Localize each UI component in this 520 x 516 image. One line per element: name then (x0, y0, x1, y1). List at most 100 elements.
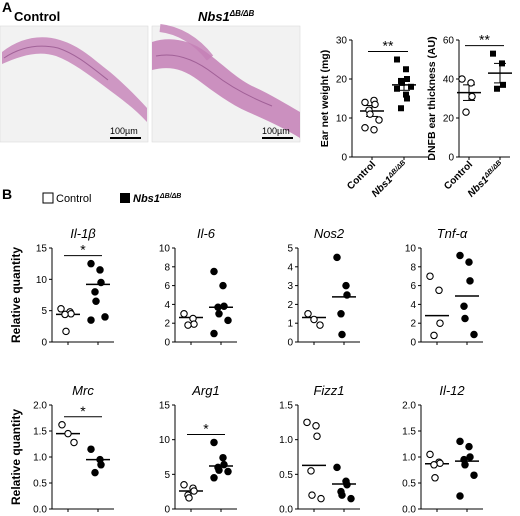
data-point (490, 50, 496, 57)
data-point (224, 316, 232, 325)
y-tick-label: 2 (287, 300, 293, 311)
data-point (465, 258, 473, 266)
data-point (426, 272, 434, 280)
series-control (179, 480, 203, 502)
significance-marker: * (80, 242, 86, 258)
y-tick-label: 1.5 (33, 427, 47, 438)
y-tick-label: 2 (164, 319, 170, 330)
data-point (456, 251, 464, 260)
chart-title: Mrc (72, 383, 94, 398)
y-tick-label: 0 (164, 338, 170, 349)
significance-marker: * (80, 403, 86, 419)
data-point (403, 66, 409, 73)
data-point (312, 422, 320, 430)
data-point (190, 487, 198, 495)
data-point (87, 316, 95, 324)
data-point (101, 313, 109, 321)
significance-marker: * (203, 420, 209, 436)
data-point (91, 288, 99, 296)
data-point (343, 291, 351, 299)
data-point (215, 310, 223, 318)
data-point (219, 453, 227, 462)
y-tick-label: 5 (287, 244, 293, 255)
chart-title: Il-12 (439, 383, 465, 398)
data-point (313, 432, 321, 440)
y-tick-label: 15 (36, 244, 48, 255)
data-point (333, 463, 341, 472)
y-tick-label: 5 (164, 470, 170, 481)
data-point (61, 310, 69, 319)
data-point (470, 330, 478, 339)
data-point (466, 277, 474, 285)
data-point (456, 437, 464, 446)
chart-arg1: 0 5 10 15 Arg1 * (159, 383, 237, 516)
data-point (366, 110, 374, 118)
legend-swatch-mutant (120, 193, 130, 203)
data-point (347, 494, 355, 503)
data-point (210, 474, 218, 482)
data-point (210, 267, 218, 276)
chart-title: Il-6 (197, 226, 216, 241)
data-point (87, 259, 95, 268)
y-tick-label: 0 (410, 338, 416, 349)
y-tick-label: 2.0 (33, 401, 47, 412)
y-tick-label: 4 (410, 300, 416, 311)
series-control (425, 272, 449, 340)
data-point (436, 459, 444, 467)
data-point (435, 286, 443, 295)
y-tick-label: 6 (164, 281, 170, 292)
y-tick-label: 40 (443, 75, 455, 86)
y-tick-label: 2 (410, 319, 416, 330)
data-point (494, 85, 500, 92)
data-point (456, 492, 464, 500)
data-point (338, 491, 346, 499)
y-tick-label: 30 (336, 36, 348, 47)
y-tick-label: 0.5 (402, 479, 416, 490)
data-point (91, 468, 99, 477)
image-title-control: Control (14, 9, 60, 24)
significance-marker: ** (479, 32, 490, 48)
data-point (58, 421, 66, 429)
y-tick-label: 8 (410, 262, 416, 273)
y-tick-label: 10 (405, 244, 417, 255)
series-control (360, 96, 384, 134)
chart-il-6: 0 2 4 6 8 10 Il-6 (159, 226, 237, 349)
y-tick-label: 10 (336, 114, 348, 125)
series-mutant (392, 56, 416, 112)
chart-tnf-a: 0 2 4 6 8 10 Tnf-α (405, 226, 483, 349)
series-mutant (209, 438, 233, 482)
data-point (465, 442, 473, 451)
series-mutant (455, 251, 479, 339)
chart-title: Arg1 (191, 383, 219, 398)
data-point (361, 124, 369, 132)
series-control (56, 305, 80, 336)
series-mutant (86, 445, 110, 477)
chart-title: Il-1β (70, 226, 96, 241)
data-point (333, 253, 341, 262)
y-tick-label: 5 (41, 306, 47, 317)
data-point (337, 310, 345, 318)
data-point (460, 302, 468, 311)
y-tick-label: 1 (287, 319, 293, 330)
data-point (394, 85, 400, 92)
y-tick-label: 20 (336, 75, 348, 86)
series-mutant (455, 437, 479, 500)
data-point (361, 98, 369, 107)
y-tick-label: 6 (410, 281, 416, 292)
data-point (215, 466, 223, 474)
data-point (404, 76, 410, 82)
series-control (302, 310, 326, 329)
data-point (219, 281, 227, 290)
y-tick-label: 0.0 (33, 505, 47, 516)
data-point (180, 480, 188, 489)
data-point (431, 474, 439, 482)
data-point (370, 125, 378, 134)
y-tick-label: 20 (443, 114, 455, 125)
y-tick-label: 1.0 (402, 453, 416, 464)
y-tick-label: 1.0 (279, 435, 293, 446)
data-point (70, 438, 78, 447)
data-point (316, 321, 324, 329)
data-point (499, 60, 505, 67)
data-point (375, 116, 383, 124)
